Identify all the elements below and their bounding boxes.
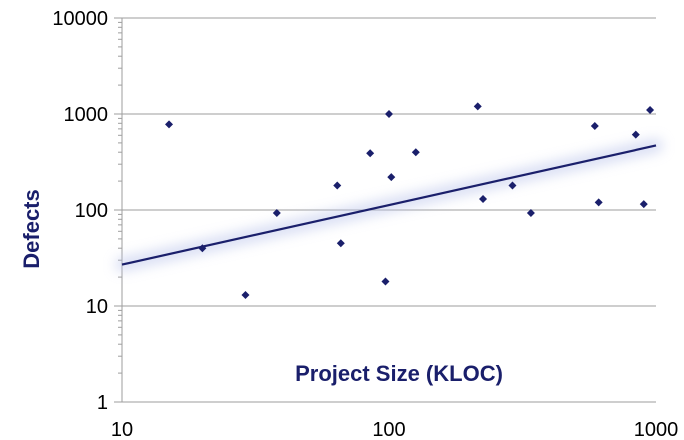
trendline: [121, 144, 657, 266]
data-points: [165, 102, 655, 300]
y-tick-label: 1000: [64, 104, 109, 126]
data-point: [385, 110, 393, 118]
x-axis-label: Project Size (KLOC): [295, 361, 503, 386]
data-point: [336, 239, 345, 248]
data-point: [411, 148, 420, 157]
y-axis-ticks: 1 10 100 1000 10000: [52, 8, 122, 414]
x-tick-label: 100: [372, 419, 405, 440]
data-point: [473, 102, 482, 111]
data-point: [479, 195, 488, 204]
y-axis-label: Defects: [19, 189, 44, 268]
x-axis-tick-labels: 10 100 1000: [111, 419, 678, 440]
x-tick-label: 1000: [634, 419, 679, 440]
data-point: [366, 149, 375, 158]
data-point: [526, 209, 535, 218]
data-point: [198, 244, 207, 253]
y-tick-label: 10: [86, 296, 108, 318]
data-point: [508, 181, 517, 190]
data-point: [639, 200, 648, 209]
data-point: [631, 130, 640, 139]
data-point: [241, 291, 250, 300]
data-point: [387, 173, 396, 182]
data-point: [272, 209, 281, 218]
data-point: [381, 277, 390, 286]
y-tick-label: 100: [75, 200, 108, 222]
trendline-group: [115, 138, 663, 272]
y-tick-label: 10000: [52, 8, 108, 30]
data-point: [165, 120, 174, 129]
data-point: [590, 121, 599, 130]
data-point: [594, 198, 603, 207]
data-point: [646, 106, 655, 115]
data-point: [333, 181, 342, 190]
x-tick-label: 10: [111, 419, 133, 440]
y-tick-label: 1: [97, 392, 108, 414]
